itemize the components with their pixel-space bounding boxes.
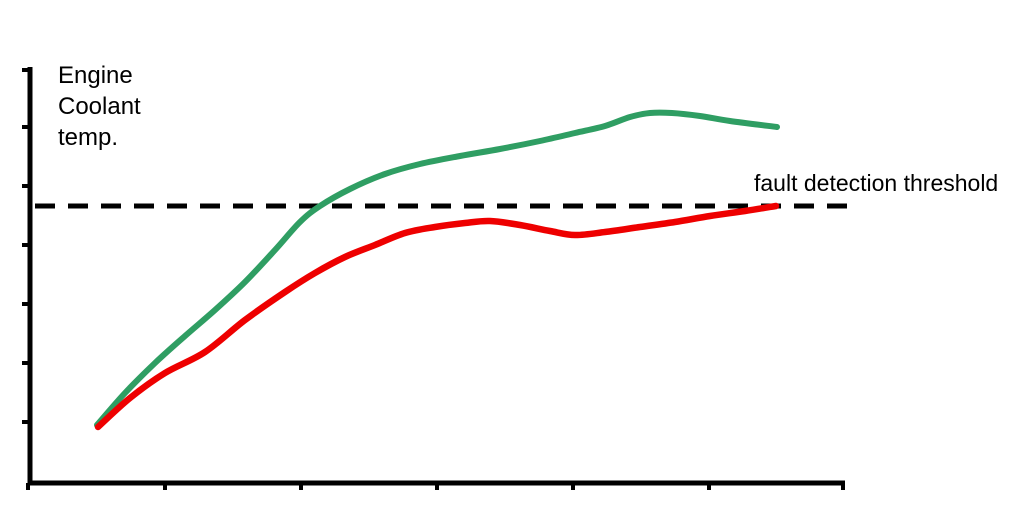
y-axis-label: Engine Coolant temp. — [58, 62, 141, 151]
red-curve — [94, 202, 780, 431]
threshold-label: fault detection threshold — [754, 170, 999, 196]
green-curve — [94, 109, 780, 428]
